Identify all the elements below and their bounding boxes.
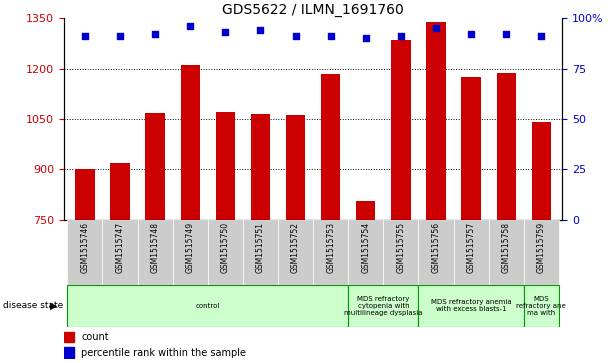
Bar [286,114,305,363]
Bar [383,220,418,285]
Text: GSM1515749: GSM1515749 [185,221,195,273]
Bar [523,220,559,285]
Bar [137,220,173,285]
Bar [454,220,489,285]
Title: GDS5622 / ILMN_1691760: GDS5622 / ILMN_1691760 [223,3,404,17]
Bar [208,220,243,285]
Text: GSM1515752: GSM1515752 [291,221,300,273]
Bar [67,285,348,327]
Point [536,33,546,39]
Point [326,33,336,39]
Bar [173,220,208,285]
Bar [426,21,446,363]
Bar [111,163,130,363]
Bar [348,220,383,285]
Text: disease state: disease state [3,301,63,310]
Text: GSM1515758: GSM1515758 [502,221,511,273]
Point [185,23,195,29]
Point [361,36,371,41]
Bar [461,77,481,363]
Text: GSM1515759: GSM1515759 [537,221,546,273]
Bar [145,113,165,363]
Text: GSM1515750: GSM1515750 [221,221,230,273]
Bar [356,201,375,363]
Point [396,33,406,39]
Text: GSM1515753: GSM1515753 [326,221,335,273]
Text: GSM1515757: GSM1515757 [466,221,475,273]
Bar [64,332,74,342]
Bar [250,114,270,363]
Bar [418,220,454,285]
Text: count: count [81,332,109,342]
Bar [531,122,551,363]
Bar [313,220,348,285]
Point [150,31,160,37]
Bar [278,220,313,285]
Text: MDS refractory
cytopenia with
multilineage dysplasia: MDS refractory cytopenia with multilinea… [344,296,423,316]
Point [431,25,441,31]
Point [255,27,265,33]
Text: GSM1515756: GSM1515756 [432,221,441,273]
Text: GSM1515746: GSM1515746 [80,221,89,273]
Point [466,31,476,37]
Text: MDS refractory anemia
with excess blasts-1: MDS refractory anemia with excess blasts… [431,299,511,312]
Bar [75,169,95,363]
Point [291,33,300,39]
Point [80,33,90,39]
Bar [523,285,559,327]
Bar [391,40,410,363]
Bar [243,220,278,285]
Text: MDS
refractory ane
ma with: MDS refractory ane ma with [516,296,566,316]
Bar [216,112,235,363]
Bar [497,73,516,363]
Point [221,29,230,35]
Bar [418,285,523,327]
Bar [67,220,103,285]
Text: GSM1515751: GSM1515751 [256,221,265,273]
Text: percentile rank within the sample: percentile rank within the sample [81,348,246,358]
Bar [321,74,340,363]
Point [502,31,511,37]
Text: GSM1515755: GSM1515755 [396,221,406,273]
Text: GSM1515748: GSM1515748 [151,221,160,273]
Text: GSM1515747: GSM1515747 [116,221,125,273]
Text: control: control [196,303,220,309]
Bar [181,65,200,363]
Bar [64,347,74,358]
Point [115,33,125,39]
Text: GSM1515754: GSM1515754 [361,221,370,273]
Text: ▶: ▶ [50,301,58,311]
Bar [489,220,523,285]
Bar [103,220,137,285]
Bar [348,285,418,327]
